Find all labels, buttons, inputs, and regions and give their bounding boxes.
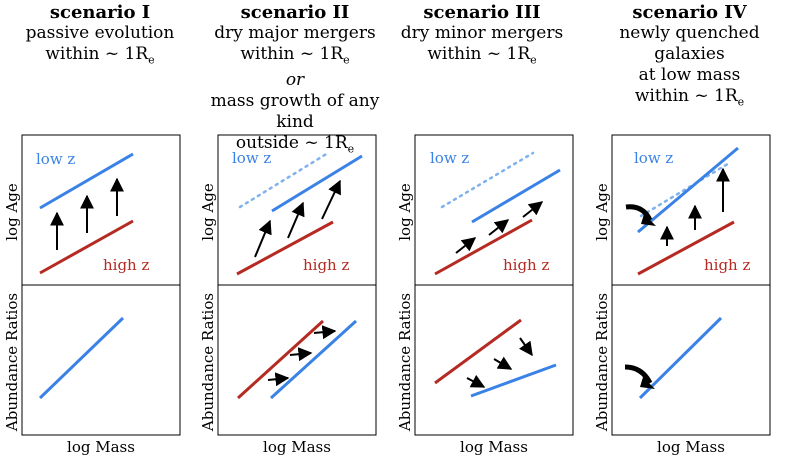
panel-3-arrow-1: [455, 237, 477, 254]
panel-1-high-z-line: [39, 219, 134, 275]
panel-3-x-label: log Mass: [460, 438, 528, 456]
scenario-3-line-2: within ~ 1Re: [392, 44, 572, 70]
panel-4-curved-arrow-abundance: [624, 364, 653, 385]
scenario-2-within: within ~ 1R: [240, 44, 344, 64]
panel-2: low z high z log Age Abundance Ratios lo…: [199, 134, 377, 456]
panel-1-high-z-label: high z: [103, 256, 149, 274]
scenario-3-sub: e: [530, 53, 537, 67]
panel-3-arrow-2: [488, 219, 510, 236]
panel-4-low-z-line: [637, 146, 739, 234]
panel-1-y-label-abundance: Abundance Ratios: [3, 293, 21, 432]
panel-2-abundance-high-z: [236, 319, 325, 400]
scenario-3-line-1: dry minor mergers: [400, 23, 564, 43]
panel-4-x-label: log Mass: [657, 438, 725, 456]
scenario-1-heading: scenario I: [49, 2, 151, 23]
scenario-2-heading: scenario II: [240, 2, 350, 23]
panel-4-abundance-frame: [611, 284, 771, 436]
panel-1-low-z-line: [39, 152, 134, 210]
scenario-2-sub-1: e: [343, 53, 350, 67]
scenario-1-sub: e: [148, 53, 155, 67]
panel-3-arrow-5: [493, 356, 513, 370]
panel-2-x-label: log Mass: [263, 438, 331, 456]
panel-2-arrow-3: [321, 179, 341, 220]
panel-3-low-z-label: low z: [430, 149, 469, 167]
scenario-1-line-1: passive evolution: [25, 23, 175, 43]
panel-3-abundance-frame: [414, 284, 574, 436]
panel-2-arrow-5: [289, 347, 313, 362]
panel-2-dotted-low-z: [238, 151, 330, 209]
panel-4-high-z-line: [637, 220, 735, 276]
panel-2-arrow-4: [267, 372, 290, 387]
panel-2-low-z-line: [271, 154, 363, 213]
scenario-1-line-2: within ~ 1Re: [10, 44, 190, 70]
panel-2-high-z-label: high z: [303, 256, 349, 274]
panel-1-y-label-age: log Age: [3, 183, 21, 241]
panel-4-high-z-label: high z: [704, 256, 750, 274]
scenario-2-title: scenario II dry major mergers within ~ 1…: [190, 2, 400, 160]
scenario-4-line-1: newly quenched galaxies: [619, 23, 760, 64]
panel-3-abundance-high-z: [434, 318, 522, 385]
panel-3-arrow-6: [519, 337, 533, 357]
scenario-2-line-1: dry major mergers: [214, 23, 376, 43]
panel-2-low-z-label: low z: [232, 149, 271, 167]
scenario-4-line-3: within ~ 1Re: [582, 86, 797, 112]
panel-3-abundance-low-z: [470, 363, 557, 398]
panel-1: low z high z log Age Abundance Ratios lo…: [3, 134, 181, 456]
panel-4-curved-arrow-age: [625, 204, 653, 222]
scenario-4-line-2: at low mass: [638, 65, 741, 85]
scenario-4-title: scenario IV newly quenched galaxies at l…: [582, 2, 797, 112]
scenario-2-outside: outside ~ 1R: [235, 133, 348, 154]
panel-1-abundance-frame: [21, 284, 181, 436]
scenario-1-title: scenario I passive evolution within ~ 1R…: [10, 2, 190, 70]
scenario-2-line-2: within ~ 1Re: [190, 44, 400, 70]
panel-4: low z high z log Age Abundance Ratios lo…: [593, 134, 771, 456]
scenario-2-or: or: [285, 70, 305, 91]
panel-3-arrow-3: [522, 201, 544, 218]
scenario-3-heading: scenario III: [423, 2, 541, 23]
panel-3: low z high z log Age Abundance Ratios lo…: [396, 134, 574, 456]
panel-2-arrow-6: [313, 325, 337, 340]
panel-3-high-z-label: high z: [503, 256, 549, 274]
scenario-4-heading: scenario IV: [632, 2, 747, 23]
panel-2-arrow-2: [287, 201, 305, 239]
panel-4-low-z-label: low z: [634, 149, 673, 167]
scenario-3-title: scenario III dry minor mergers within ~ …: [392, 2, 572, 70]
scenario-4-within: within ~ 1R: [634, 86, 738, 106]
panel-4-y-label-abundance: Abundance Ratios: [593, 293, 611, 432]
panel-4-curved-arrowhead-abundance: [640, 377, 655, 389]
panel-4-abundance-line: [638, 316, 723, 400]
panel-2-high-z-line: [236, 220, 334, 276]
panel-4-dotted-low-z: [639, 160, 733, 218]
panel-2-arrow-1: [254, 219, 272, 258]
panel-3-high-z-line: [434, 218, 533, 276]
panel-3-y-label-age: log Age: [396, 183, 414, 241]
panel-4-curved-arrowhead-age: [641, 214, 656, 226]
panel-1-low-z-label: low z: [36, 150, 75, 168]
scenario-4-sub: e: [737, 95, 745, 109]
panel-1-x-label: log Mass: [67, 438, 135, 456]
scenario-3-within: within ~ 1R: [427, 44, 531, 64]
panel-3-low-z-line: [471, 168, 561, 224]
scenario-2-line-5: outside ~ 1Re: [190, 133, 400, 159]
scenario-2-line-4: mass growth of any kind: [210, 91, 380, 133]
panel-3-arrow-4: [466, 374, 486, 388]
panel-2-y-label-age: log Age: [199, 183, 217, 241]
panel-2-abundance-frame: [217, 284, 377, 436]
panel-2-abundance-low-z: [269, 319, 358, 400]
scenario-1-within: within ~ 1R: [45, 44, 149, 64]
scenario-2-sub-2: e: [347, 142, 355, 156]
panel-2-y-label-abundance: Abundance Ratios: [199, 293, 217, 432]
panel-1-abundance-line: [38, 316, 125, 400]
panel-3-y-label-abundance: Abundance Ratios: [396, 293, 414, 432]
panel-4-y-label-age: log Age: [593, 183, 611, 241]
